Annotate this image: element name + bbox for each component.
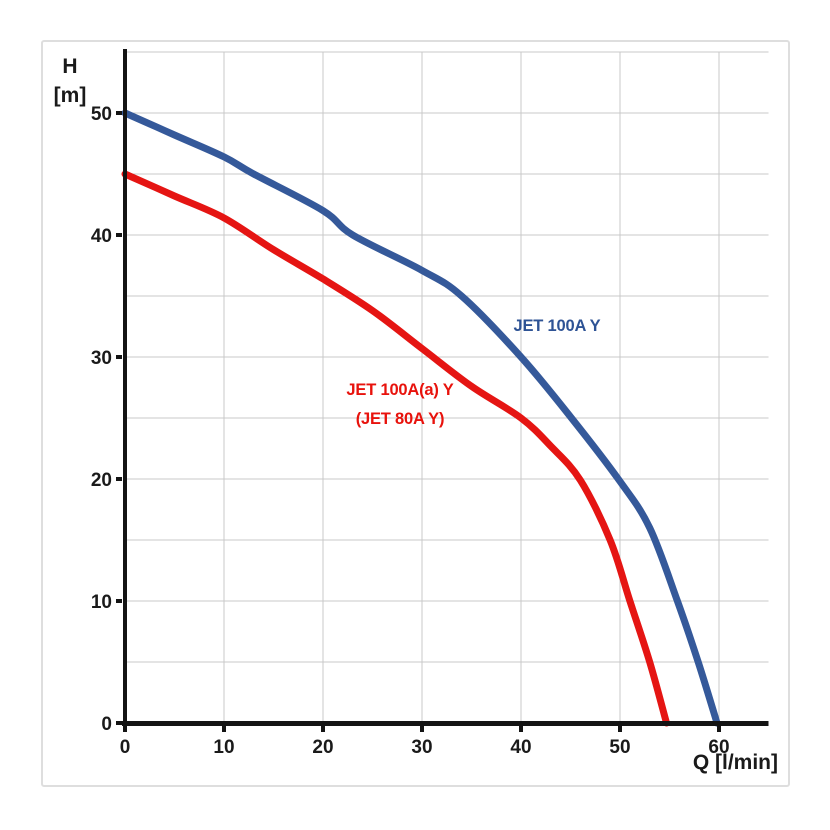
y-axis-line <box>123 49 127 729</box>
x-axis-tick <box>519 726 523 732</box>
series-label-jet-100a-y: JET 100A Y <box>407 312 707 341</box>
y-axis-title-line2: [m] <box>53 84 87 107</box>
tick-labels: 0 10 20 30 40 50 60 0 10 20 30 40 50 <box>91 104 730 758</box>
x-tick-label: 60 <box>708 737 729 758</box>
x-axis-line <box>122 721 769 726</box>
x-tick-label: 40 <box>510 737 531 758</box>
y-tick-label: 0 <box>101 714 112 735</box>
y-tick-label: 10 <box>91 592 112 613</box>
y-tick-label: 20 <box>91 470 112 491</box>
x-axis-tick <box>420 726 424 732</box>
y-axis-title: H [m] <box>38 52 102 110</box>
x-tick-label: 50 <box>609 737 630 758</box>
series-label-jet-100aa-y: JET 100A(a) Y (JET 80A Y) <box>250 376 550 434</box>
gridlines <box>125 51 769 723</box>
x-axis-title: Q [l/min] <box>692 751 778 774</box>
y-axis-tick <box>116 477 122 481</box>
x-axis-tick <box>618 726 622 732</box>
x-axis-tick <box>222 726 226 732</box>
x-axis-tick <box>321 726 325 732</box>
y-tick-label: 30 <box>91 348 112 369</box>
curves <box>121 109 721 727</box>
curve-jet-100a-a-y-jet-80a-y <box>121 170 670 727</box>
axes <box>116 49 769 732</box>
x-tick-label: 30 <box>411 737 432 758</box>
series-label-line: (JET 80A Y) <box>355 410 445 428</box>
series-label-line: JET 100A Y <box>513 317 601 335</box>
y-axis-tick <box>116 599 122 603</box>
x-tick-label: 10 <box>213 737 234 758</box>
series-label-line: JET 100A(a) Y <box>346 381 454 399</box>
y-tick-label: 50 <box>91 104 112 125</box>
y-axis-tick <box>116 233 122 237</box>
y-axis-tick <box>116 721 122 725</box>
x-axis-tick <box>717 726 721 732</box>
y-axis-tick <box>116 111 122 115</box>
x-tick-label: 0 <box>120 737 131 758</box>
y-tick-label: 40 <box>91 226 112 247</box>
curve-jet-100a-y <box>121 109 721 727</box>
x-axis-tick <box>123 726 127 732</box>
y-axis-title-line1: H <box>62 55 78 78</box>
x-tick-label: 20 <box>312 737 333 758</box>
y-axis-tick <box>116 355 122 359</box>
